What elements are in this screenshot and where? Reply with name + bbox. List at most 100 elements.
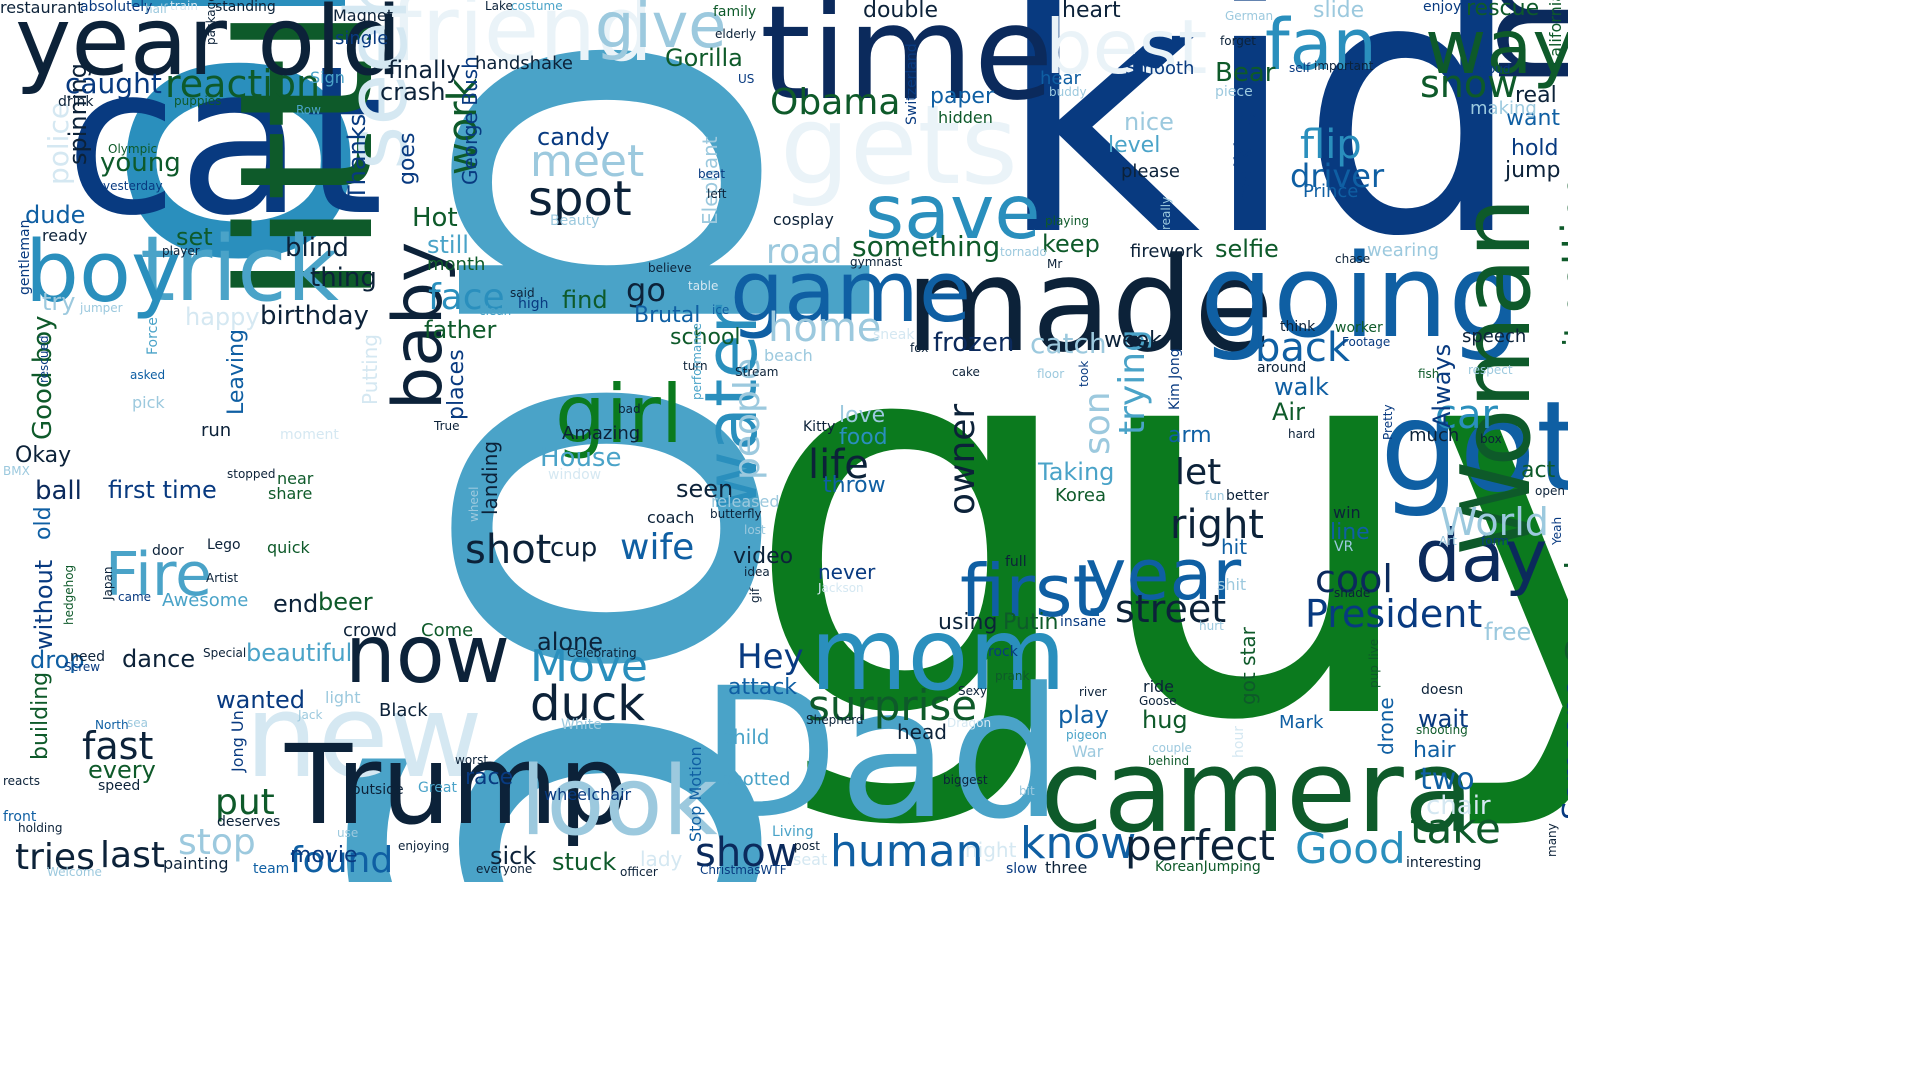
word-month: month bbox=[427, 254, 486, 275]
word-asked: asked bbox=[130, 368, 166, 382]
word-idea: idea bbox=[744, 565, 770, 579]
word-window: window bbox=[548, 467, 602, 483]
word-footage: Footage bbox=[1342, 335, 1391, 349]
word-celebrating: Celebrating bbox=[567, 646, 637, 660]
word-dad: Dad bbox=[700, 650, 1064, 859]
word-kid: kid bbox=[995, 0, 1525, 314]
word-hard: hard bbox=[1288, 427, 1316, 441]
word-thing: thing bbox=[310, 263, 377, 293]
word-walk: walk bbox=[1274, 373, 1329, 401]
word-never: never bbox=[818, 560, 876, 584]
word-post: post bbox=[794, 839, 820, 853]
word-landing: landing bbox=[478, 440, 502, 515]
word-clean: clean bbox=[479, 304, 512, 318]
word-birthday: birthday bbox=[260, 301, 369, 331]
word-putting: Putting bbox=[358, 334, 382, 405]
word-train: train bbox=[170, 0, 198, 13]
word-head: head bbox=[897, 720, 947, 744]
word-door: door bbox=[152, 543, 184, 559]
word-jack: Jack bbox=[298, 708, 323, 722]
word-look: look bbox=[520, 747, 718, 857]
word-tornado: tornado bbox=[1000, 245, 1047, 259]
word-wife: wife bbox=[620, 527, 695, 568]
word-girl: girl bbox=[555, 368, 684, 461]
word-love: love bbox=[839, 403, 886, 428]
word-chair: chair bbox=[1426, 791, 1491, 821]
word-coach: coach bbox=[647, 508, 695, 527]
word-interesting: interesting bbox=[1406, 855, 1482, 871]
word-tries: tries bbox=[15, 837, 95, 878]
word-seat: seat bbox=[793, 850, 828, 869]
word-ride: ride bbox=[1143, 677, 1175, 696]
word-use: use bbox=[337, 826, 359, 840]
word-pigeon: pigeon bbox=[1066, 728, 1107, 742]
word-share: share bbox=[268, 484, 313, 503]
word-taking: Taking bbox=[1038, 458, 1115, 486]
word-around: around bbox=[1257, 360, 1307, 376]
word-ball: ball bbox=[35, 476, 82, 506]
word-yesterday: yesterday bbox=[103, 179, 163, 193]
word-heart: heart bbox=[1062, 0, 1121, 23]
word-deserves: deserves bbox=[217, 814, 281, 830]
word-places: places bbox=[444, 349, 469, 420]
word-end: end bbox=[273, 590, 319, 618]
word-shot: shot bbox=[465, 527, 552, 573]
word-drink: drink bbox=[58, 94, 94, 110]
word-gentleman: gentleman bbox=[17, 219, 33, 295]
word-olympic: Olympic bbox=[108, 142, 158, 156]
word-surprise: surprise bbox=[808, 681, 978, 730]
word-north: North bbox=[95, 718, 129, 732]
word-really: really bbox=[1159, 196, 1173, 230]
word-last: last bbox=[100, 835, 165, 876]
word-elderly: elderly bbox=[715, 27, 757, 41]
word-world: World bbox=[1440, 500, 1549, 544]
word-guy: guy bbox=[742, 211, 1568, 839]
word-true: True bbox=[434, 419, 460, 433]
word-move: Move bbox=[530, 641, 648, 692]
word-race: race bbox=[465, 765, 514, 790]
word-standing: standing bbox=[215, 0, 276, 15]
word-respect: respect bbox=[1468, 363, 1513, 377]
word-wheel: wheel bbox=[467, 486, 481, 522]
word-level: level bbox=[1108, 133, 1161, 158]
word-need: need bbox=[70, 649, 105, 665]
word-new: new bbox=[245, 670, 483, 804]
word-bad: bad bbox=[618, 402, 641, 416]
word-made: made bbox=[905, 229, 1274, 381]
word-costume: costume bbox=[511, 0, 563, 13]
word-home: home bbox=[768, 305, 882, 351]
word-video: video bbox=[733, 544, 794, 569]
word-win: win bbox=[1333, 503, 1361, 522]
word-show: show bbox=[695, 830, 799, 876]
word-air: Air bbox=[1272, 398, 1305, 426]
word-ready: ready bbox=[42, 226, 88, 245]
word-gif: gif bbox=[748, 587, 762, 603]
word-bit: bit bbox=[1019, 784, 1035, 798]
word-crowd: crowd bbox=[343, 620, 398, 641]
word-german: German bbox=[1225, 9, 1274, 23]
word-butterfly: butterfly bbox=[710, 507, 762, 521]
word-owner: owner bbox=[942, 403, 983, 515]
word-christmaswtf: ChristmasWTF bbox=[700, 863, 787, 877]
word-first: first bbox=[960, 549, 1101, 633]
word-chase: chase bbox=[1335, 252, 1371, 266]
word-perfect: perfect bbox=[1125, 821, 1275, 870]
word-trick: trick bbox=[140, 217, 339, 322]
word-now: now bbox=[345, 608, 511, 701]
word-self: self bbox=[1289, 61, 1311, 75]
word-came: came bbox=[118, 590, 152, 604]
word-half: half bbox=[145, 2, 168, 16]
word-line: line bbox=[1330, 520, 1370, 545]
word-keep: keep bbox=[1042, 230, 1100, 258]
word-insane: insane bbox=[1060, 614, 1107, 630]
word-drone: drone bbox=[1374, 697, 1398, 755]
word-time: time bbox=[760, 0, 1054, 129]
word-try: try bbox=[42, 288, 76, 316]
word-live: live bbox=[1367, 638, 1381, 660]
word-smooth: Smooth bbox=[1125, 58, 1195, 79]
word-kitty: Kitty bbox=[803, 419, 836, 435]
word-jump: jump bbox=[1505, 158, 1561, 183]
word-crash: crash bbox=[380, 78, 446, 106]
word-spotted: spotted bbox=[722, 769, 791, 790]
word-shit: shit bbox=[1217, 575, 1247, 594]
